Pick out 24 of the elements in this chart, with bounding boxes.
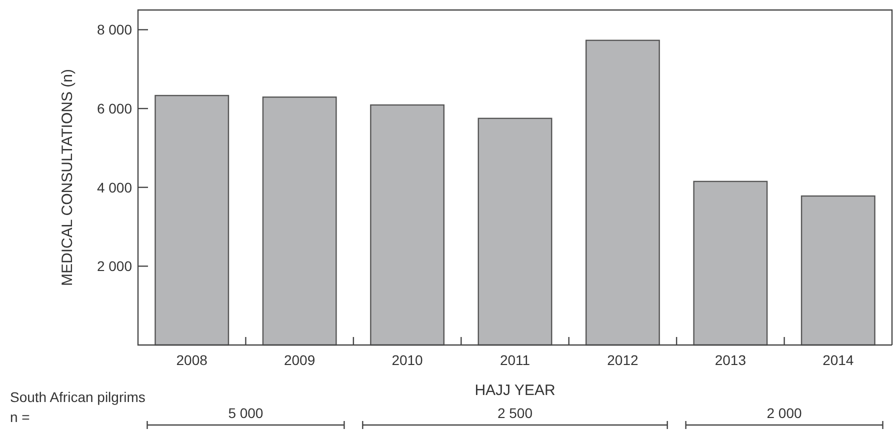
x-tick-label: 2014: [822, 352, 854, 368]
y-tick-label: 6 000: [96, 100, 132, 116]
y-tick-label: 8 000: [96, 22, 132, 38]
text: 2 000: [766, 405, 802, 421]
x-tick-label: 2008: [176, 352, 208, 368]
x-tick-label: 2013: [714, 352, 746, 368]
bar: [478, 118, 552, 346]
bar: [585, 40, 660, 346]
y-tick-label: 2 000: [96, 258, 132, 274]
x-tick-label: 2011: [500, 352, 530, 368]
x-tick-label: 2012: [607, 352, 638, 368]
y-tick-label: 4 000: [96, 179, 132, 196]
bar: [693, 180, 768, 346]
x-tick-label: 2010: [392, 352, 424, 368]
x-axis-title: HAJJ YEAR: [474, 382, 556, 399]
text: 5 000: [228, 405, 264, 421]
bar: [800, 195, 876, 346]
bar: [262, 96, 337, 346]
bar: [370, 104, 445, 346]
x-tick-label: 2009: [284, 352, 316, 368]
text: 2 500: [497, 405, 533, 421]
y-axis-title: MEDICAL CONSULTATIONS (n): [59, 69, 76, 286]
bar: [154, 94, 230, 346]
text: South African pilgrims n =: [10, 389, 146, 425]
